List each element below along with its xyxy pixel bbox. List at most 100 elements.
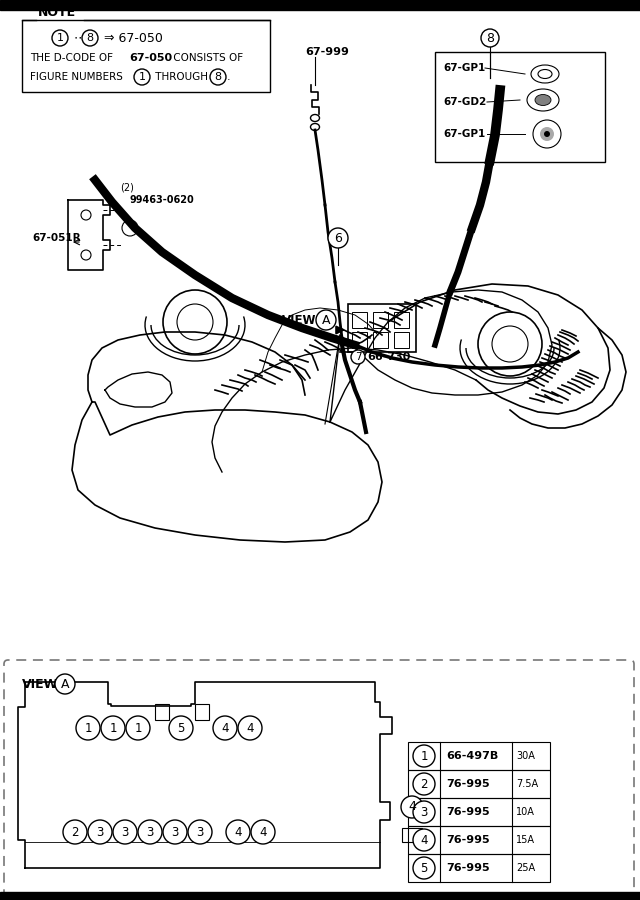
Text: 76-995: 76-995 <box>446 835 490 845</box>
Text: 8: 8 <box>214 72 221 82</box>
Text: (2): (2) <box>120 183 134 193</box>
Text: NOTE: NOTE <box>38 6 76 19</box>
Text: 66-730: 66-730 <box>367 352 410 362</box>
Bar <box>408 770 550 798</box>
Text: FIGURE NUMBERS: FIGURE NUMBERS <box>30 72 123 82</box>
Circle shape <box>210 69 226 85</box>
Text: 8: 8 <box>486 32 494 44</box>
Text: 1: 1 <box>84 722 92 734</box>
Circle shape <box>76 716 100 740</box>
Bar <box>402 828 422 842</box>
Text: 67-GP1: 67-GP1 <box>443 129 485 139</box>
Text: 1: 1 <box>138 72 145 82</box>
Bar <box>352 312 367 328</box>
Circle shape <box>413 829 435 851</box>
Text: 1: 1 <box>109 722 116 734</box>
Text: 76-995: 76-995 <box>446 779 490 789</box>
Circle shape <box>134 69 150 85</box>
Text: 3: 3 <box>96 825 104 839</box>
Text: 4: 4 <box>246 722 253 734</box>
Text: 67-GP1: 67-GP1 <box>443 63 485 73</box>
Circle shape <box>328 228 348 248</box>
Text: A: A <box>322 313 330 327</box>
Circle shape <box>413 773 435 795</box>
Circle shape <box>113 820 137 844</box>
Text: 2: 2 <box>71 825 79 839</box>
Text: 1: 1 <box>420 750 428 762</box>
Bar <box>0 0 640 10</box>
Circle shape <box>316 310 336 330</box>
Circle shape <box>413 857 435 879</box>
Circle shape <box>138 820 162 844</box>
Bar <box>408 854 550 882</box>
Circle shape <box>238 716 262 740</box>
Text: 7.5A: 7.5A <box>516 779 538 789</box>
Text: .: . <box>227 72 230 82</box>
Bar <box>408 826 550 854</box>
Text: 76-995: 76-995 <box>446 807 490 817</box>
Circle shape <box>163 820 187 844</box>
Circle shape <box>52 30 68 46</box>
Circle shape <box>82 30 98 46</box>
Circle shape <box>540 127 554 141</box>
Circle shape <box>55 674 75 694</box>
Text: ⋯: ⋯ <box>70 32 90 44</box>
Text: 4: 4 <box>408 800 416 814</box>
Circle shape <box>226 820 250 844</box>
Circle shape <box>413 801 435 823</box>
Bar <box>408 798 550 826</box>
Text: 3: 3 <box>420 806 428 818</box>
Text: THE D-CODE OF: THE D-CODE OF <box>30 53 113 63</box>
Text: 6: 6 <box>334 231 342 245</box>
Bar <box>394 332 409 348</box>
Circle shape <box>63 820 87 844</box>
Text: 3: 3 <box>172 825 179 839</box>
Text: 8: 8 <box>86 33 93 43</box>
Text: 67-050: 67-050 <box>129 53 172 63</box>
Text: 67-999: 67-999 <box>305 47 349 57</box>
Text: 4: 4 <box>259 825 267 839</box>
Bar <box>373 332 388 348</box>
Text: 5: 5 <box>177 722 185 734</box>
Circle shape <box>188 820 212 844</box>
Text: 5: 5 <box>420 861 428 875</box>
Circle shape <box>401 796 423 818</box>
Bar <box>0 892 640 900</box>
Bar <box>22 20 270 92</box>
Text: 3: 3 <box>196 825 204 839</box>
Text: THROUGH: THROUGH <box>152 72 208 82</box>
Text: 7: 7 <box>355 352 362 362</box>
Bar <box>155 704 169 720</box>
Text: 3: 3 <box>147 825 154 839</box>
Text: 3: 3 <box>122 825 129 839</box>
Text: 1: 1 <box>134 722 141 734</box>
Circle shape <box>213 716 237 740</box>
Text: 67-GD2: 67-GD2 <box>443 97 486 107</box>
Bar <box>394 312 409 328</box>
Circle shape <box>481 29 499 47</box>
Text: 1: 1 <box>56 33 63 43</box>
Circle shape <box>169 716 193 740</box>
Text: 4: 4 <box>234 825 242 839</box>
Text: 99463-0620: 99463-0620 <box>130 195 195 205</box>
Bar <box>435 52 605 162</box>
Text: 67-051R: 67-051R <box>32 233 81 243</box>
Text: A: A <box>61 678 69 690</box>
Text: 4: 4 <box>221 722 228 734</box>
Text: 4: 4 <box>420 833 428 847</box>
Circle shape <box>351 350 365 364</box>
Text: VIEW: VIEW <box>22 678 58 690</box>
Circle shape <box>251 820 275 844</box>
Circle shape <box>101 716 125 740</box>
Text: VIEW: VIEW <box>282 313 317 327</box>
Text: 76-995: 76-995 <box>446 863 490 873</box>
Text: ⇒ 67-050: ⇒ 67-050 <box>100 32 163 44</box>
Text: CONSISTS OF: CONSISTS OF <box>170 53 243 63</box>
Text: 66-497B: 66-497B <box>446 751 499 761</box>
Bar <box>373 312 388 328</box>
Bar <box>408 742 550 770</box>
Text: 25A: 25A <box>516 863 535 873</box>
Circle shape <box>544 131 550 137</box>
Text: 30A: 30A <box>516 751 535 761</box>
Ellipse shape <box>535 94 551 105</box>
